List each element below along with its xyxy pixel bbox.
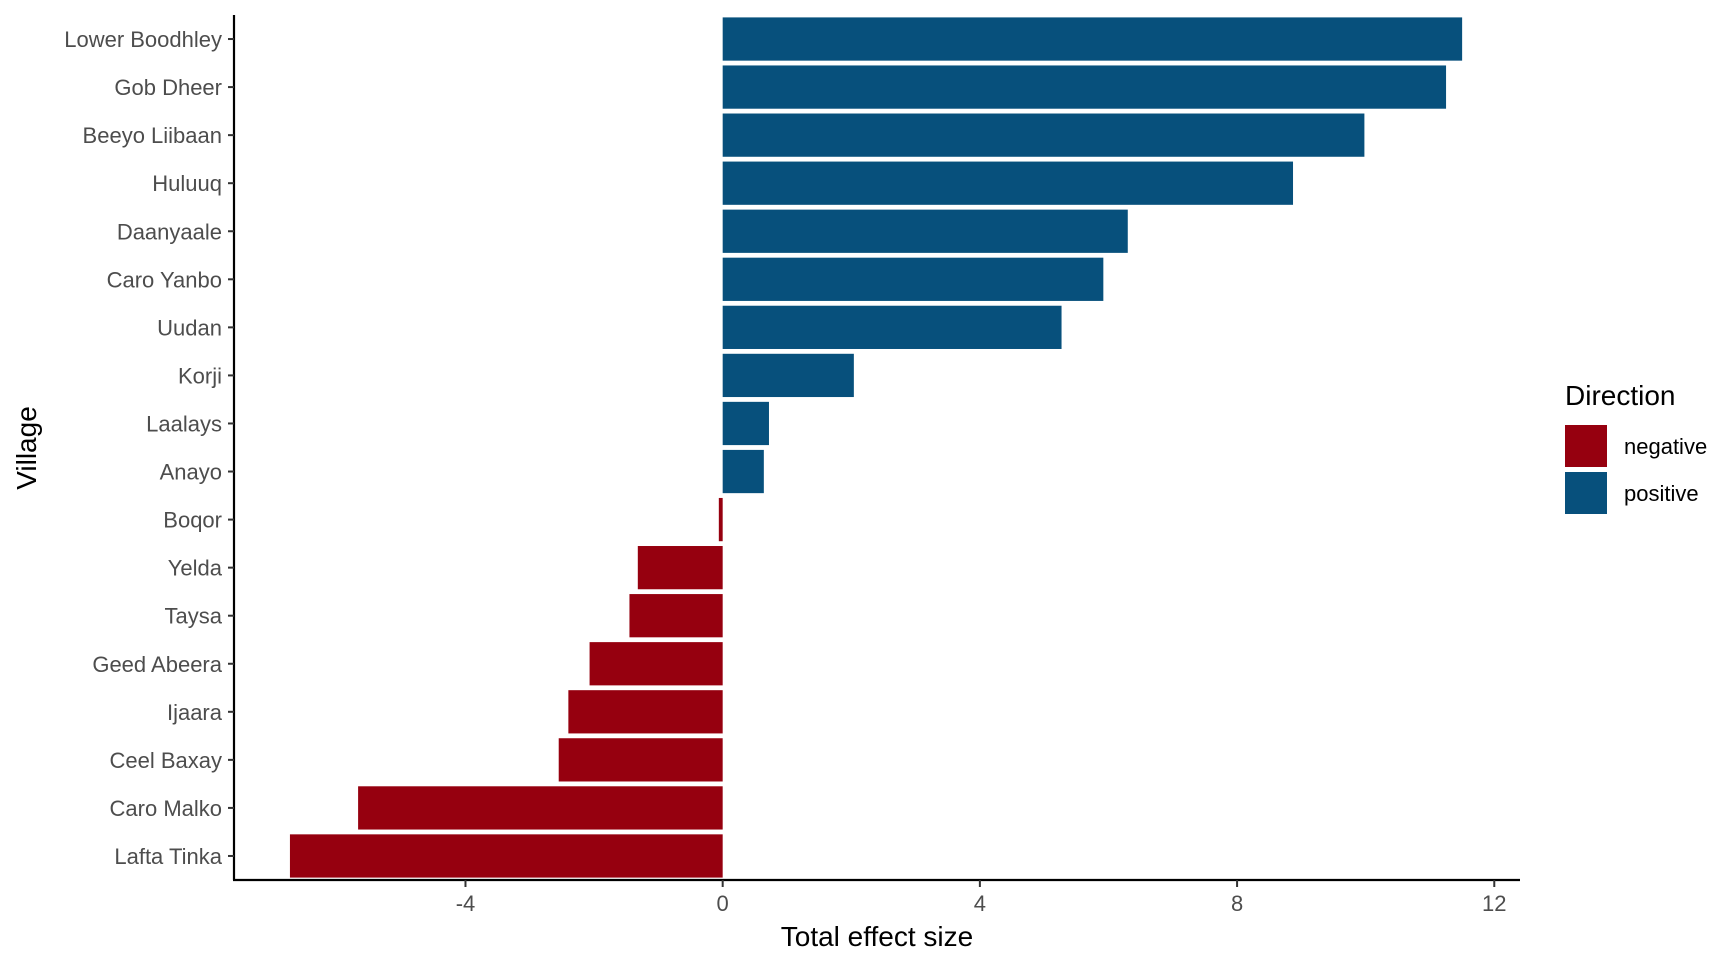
- bar: [722, 113, 1365, 157]
- y-tick-label: Daanyaale: [117, 219, 222, 244]
- bar: [722, 401, 769, 446]
- x-tick-label: 12: [1482, 891, 1506, 916]
- x-tick-label: 4: [974, 891, 986, 916]
- y-axis-title: Village: [11, 406, 42, 490]
- bar: [289, 834, 723, 878]
- y-tick-label: Gob Dheer: [114, 75, 222, 100]
- x-tick-label: 0: [717, 891, 729, 916]
- bar: [722, 257, 1104, 301]
- legend-label: negative: [1624, 434, 1707, 459]
- bar: [722, 161, 1294, 205]
- y-tick-label: Lower Boodhley: [64, 27, 222, 52]
- x-axis-title: Total effect size: [781, 921, 973, 952]
- y-tick-label: Taysa: [165, 604, 223, 629]
- legend-key: [1565, 425, 1607, 467]
- bar: [722, 17, 1463, 61]
- y-ticks-layer: Lower Boodhley Gob Dheer Beeyo Liibaan Hulu…: [64, 27, 234, 869]
- y-tick-label: Boqor: [163, 508, 222, 533]
- legend-title: Direction: [1565, 380, 1675, 411]
- x-ticks-layer: -4 0 4 8 12: [456, 880, 1507, 916]
- legend: Direction negative positive: [1565, 380, 1707, 514]
- bar: [629, 594, 723, 638]
- y-tick-label: Uudan: [157, 315, 222, 340]
- bar: [358, 786, 723, 830]
- bar: [722, 449, 764, 494]
- bar: [558, 738, 723, 782]
- y-tick-label: Huluuq: [152, 171, 222, 196]
- x-tick-label: 8: [1231, 891, 1243, 916]
- axes-layer: [232, 15, 1520, 882]
- y-tick-label: Geed Abeera: [92, 652, 222, 677]
- bar: [637, 546, 723, 590]
- y-tick-label: Beeyo Liibaan: [83, 123, 222, 148]
- y-tick-label: Yelda: [168, 556, 223, 581]
- bar: [718, 497, 723, 542]
- y-tick-label: Lafta Tinka: [114, 844, 222, 869]
- y-tick-label: Caro Yanbo: [107, 267, 222, 292]
- bar: [722, 305, 1062, 349]
- bar: [722, 209, 1128, 253]
- x-tick-label: -4: [456, 891, 476, 916]
- bar: [589, 642, 723, 686]
- legend-label: positive: [1624, 481, 1699, 506]
- bars-layer: [289, 17, 1463, 878]
- y-tick-label: Laalays: [146, 411, 222, 436]
- y-tick-label: Anayo: [160, 460, 222, 485]
- bar: [722, 353, 854, 398]
- y-tick-label: Ijaara: [167, 700, 223, 725]
- y-tick-label: Caro Malko: [110, 796, 222, 821]
- legend-key: [1565, 472, 1607, 514]
- y-tick-label: Ceel Baxay: [109, 748, 222, 773]
- bar: [722, 65, 1447, 109]
- y-tick-label: Korji: [178, 363, 222, 388]
- bar: [568, 690, 723, 734]
